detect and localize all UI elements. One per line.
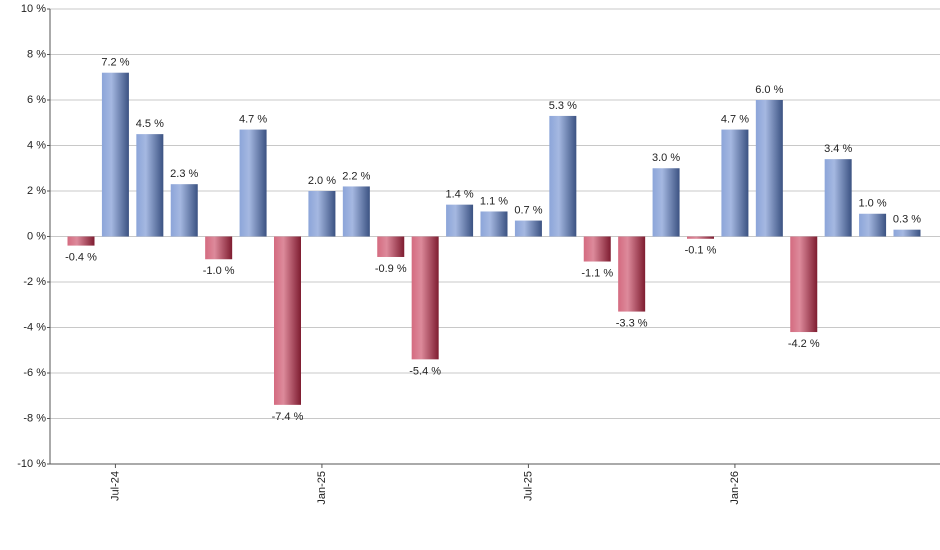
bar [239, 129, 267, 237]
data-label: -4.2 % [788, 338, 820, 350]
bar [411, 236, 439, 360]
bar [893, 229, 921, 237]
data-label: 6.0 % [755, 84, 783, 96]
bar [377, 236, 405, 257]
bar [101, 72, 129, 237]
bar [205, 236, 233, 260]
y-tick-label: 10 % [21, 3, 46, 15]
y-tick-label: 0 % [27, 230, 46, 242]
data-label: 7.2 % [101, 57, 129, 69]
bar [308, 191, 336, 237]
bar [824, 159, 852, 237]
data-label: -0.4 % [65, 252, 97, 264]
data-label: -0.9 % [375, 263, 407, 275]
bar [480, 211, 508, 237]
bar [136, 134, 164, 237]
y-tick-label: -6 % [23, 367, 46, 379]
bar [514, 220, 542, 237]
y-tick-label: 6 % [27, 94, 46, 106]
data-label: 2.0 % [308, 175, 336, 187]
data-label: -5.4 % [409, 365, 441, 377]
data-label: 1.0 % [859, 198, 887, 210]
bar [618, 236, 646, 312]
bar [583, 236, 611, 262]
bar [170, 184, 198, 237]
bar [859, 213, 887, 237]
bar [446, 204, 474, 237]
x-tick-label: Jan-26 [729, 471, 741, 505]
bar [687, 236, 714, 239]
y-tick-label: 2 % [27, 185, 46, 197]
x-tick-label: Jul-24 [109, 471, 121, 501]
data-label: -1.0 % [203, 265, 235, 277]
bar [342, 186, 370, 237]
data-label: 4.7 % [239, 113, 267, 125]
data-label: 2.2 % [342, 170, 370, 182]
data-label: 3.4 % [824, 143, 852, 155]
bar [790, 236, 818, 333]
data-label: 4.7 % [721, 113, 749, 125]
data-label: -1.1 % [581, 267, 613, 279]
bar [721, 129, 749, 237]
y-tick-label: -2 % [23, 276, 46, 288]
data-label: 0.3 % [893, 214, 921, 226]
bar [67, 236, 95, 246]
bar [755, 100, 783, 237]
y-tick-label: -4 % [23, 321, 46, 333]
data-label: 3.0 % [652, 152, 680, 164]
data-label: 5.3 % [549, 100, 577, 112]
data-label: 1.1 % [480, 195, 508, 207]
x-tick-label: Jan-25 [316, 471, 328, 505]
y-tick-label: 4 % [27, 139, 46, 151]
data-label: -0.1 % [685, 245, 717, 257]
data-label: 1.4 % [446, 189, 474, 201]
data-label: -3.3 % [616, 317, 648, 329]
data-label: -7.4 % [272, 411, 304, 423]
y-tick-label: 8 % [27, 48, 46, 60]
y-tick-label: -8 % [23, 412, 46, 424]
y-tick-label: -10 % [17, 458, 46, 470]
x-tick-label: Jul-25 [522, 471, 534, 501]
bar [549, 115, 577, 237]
bar [652, 168, 680, 237]
data-label: 2.3 % [170, 168, 198, 180]
bar [274, 236, 301, 405]
data-label: 4.5 % [136, 118, 164, 130]
data-label: 0.7 % [514, 204, 542, 216]
